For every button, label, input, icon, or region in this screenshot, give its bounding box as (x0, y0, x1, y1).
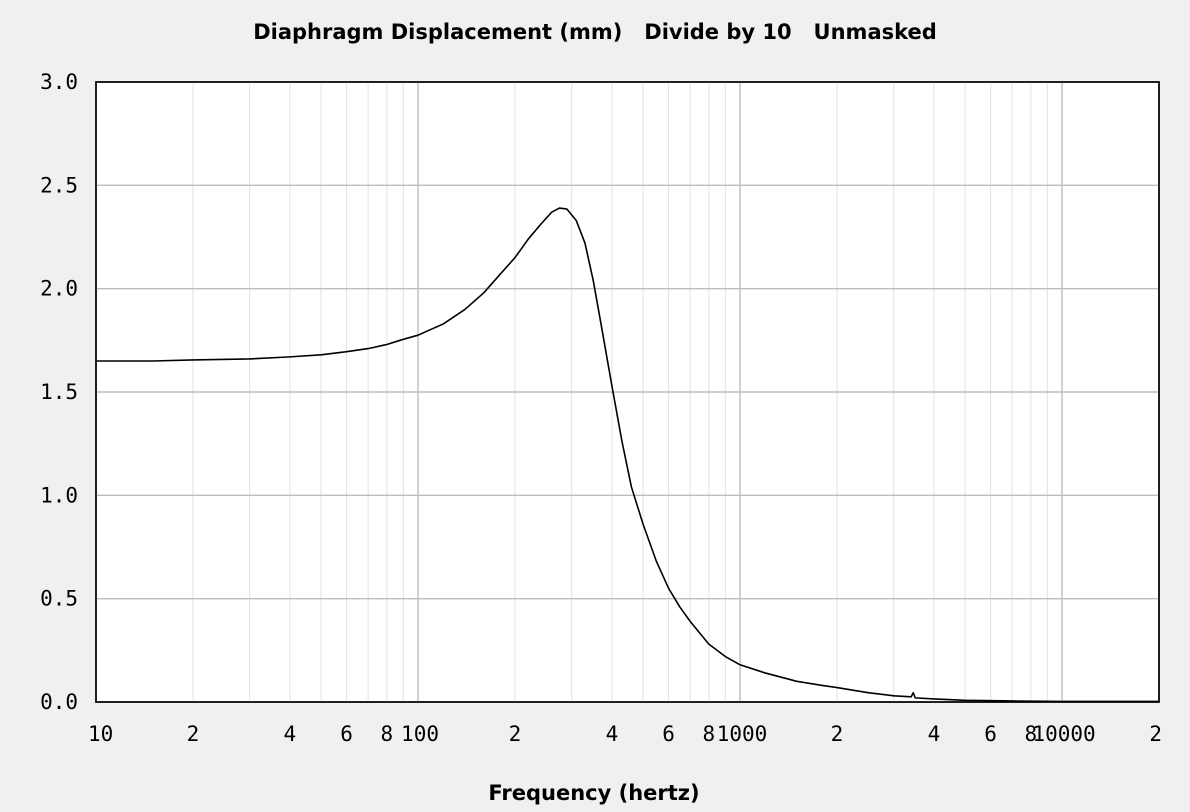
x-tick-label: 4 (606, 722, 619, 746)
y-tick-label: 1.0 (40, 483, 78, 507)
x-axis-label: Frequency (hertz) (488, 781, 699, 805)
x-tick-label: 8 (380, 722, 393, 746)
curve-layer (96, 207, 1159, 703)
y-axis-tick-labels: 0.0 0.5 1.0 1.5 2.0 2.5 3.0 (40, 70, 78, 714)
x-tick-label: 6 (340, 722, 353, 746)
grid-lines (96, 82, 1159, 702)
x-tick-label: 1000 (717, 722, 768, 746)
y-tick-label: 2.5 (40, 173, 78, 197)
x-tick-label: 2 (831, 722, 844, 746)
x-tick-label: 8 (1025, 722, 1038, 746)
x-tick-label: 4 (928, 722, 941, 746)
y-tick-label: 0.0 (40, 690, 78, 714)
x-tick-label: 6 (984, 722, 997, 746)
x-tick-label: 8 (703, 722, 716, 746)
x-tick-label: 4 (284, 722, 297, 746)
chart-title: Diaphragm Displacement (mm) Divide by 10… (253, 20, 937, 44)
x-tick-label: 6 (662, 722, 675, 746)
x-tick-label: 10000 (1032, 722, 1095, 746)
x-tick-label: 2 (187, 722, 200, 746)
x-tick-label: 2 (509, 722, 522, 746)
plot-border (95, 81, 1160, 703)
series-line-0 (96, 207, 1159, 703)
y-tick-label: 1.5 (40, 380, 78, 404)
y-tick-label: 3.0 (40, 70, 78, 94)
y-tick-label: 0.5 (40, 587, 78, 611)
y-tick-label: 2.0 (40, 277, 78, 301)
x-tick-label: 2 (1149, 722, 1162, 746)
x-tick-label: 100 (401, 722, 439, 746)
x-tick-label: 10 (88, 722, 113, 746)
